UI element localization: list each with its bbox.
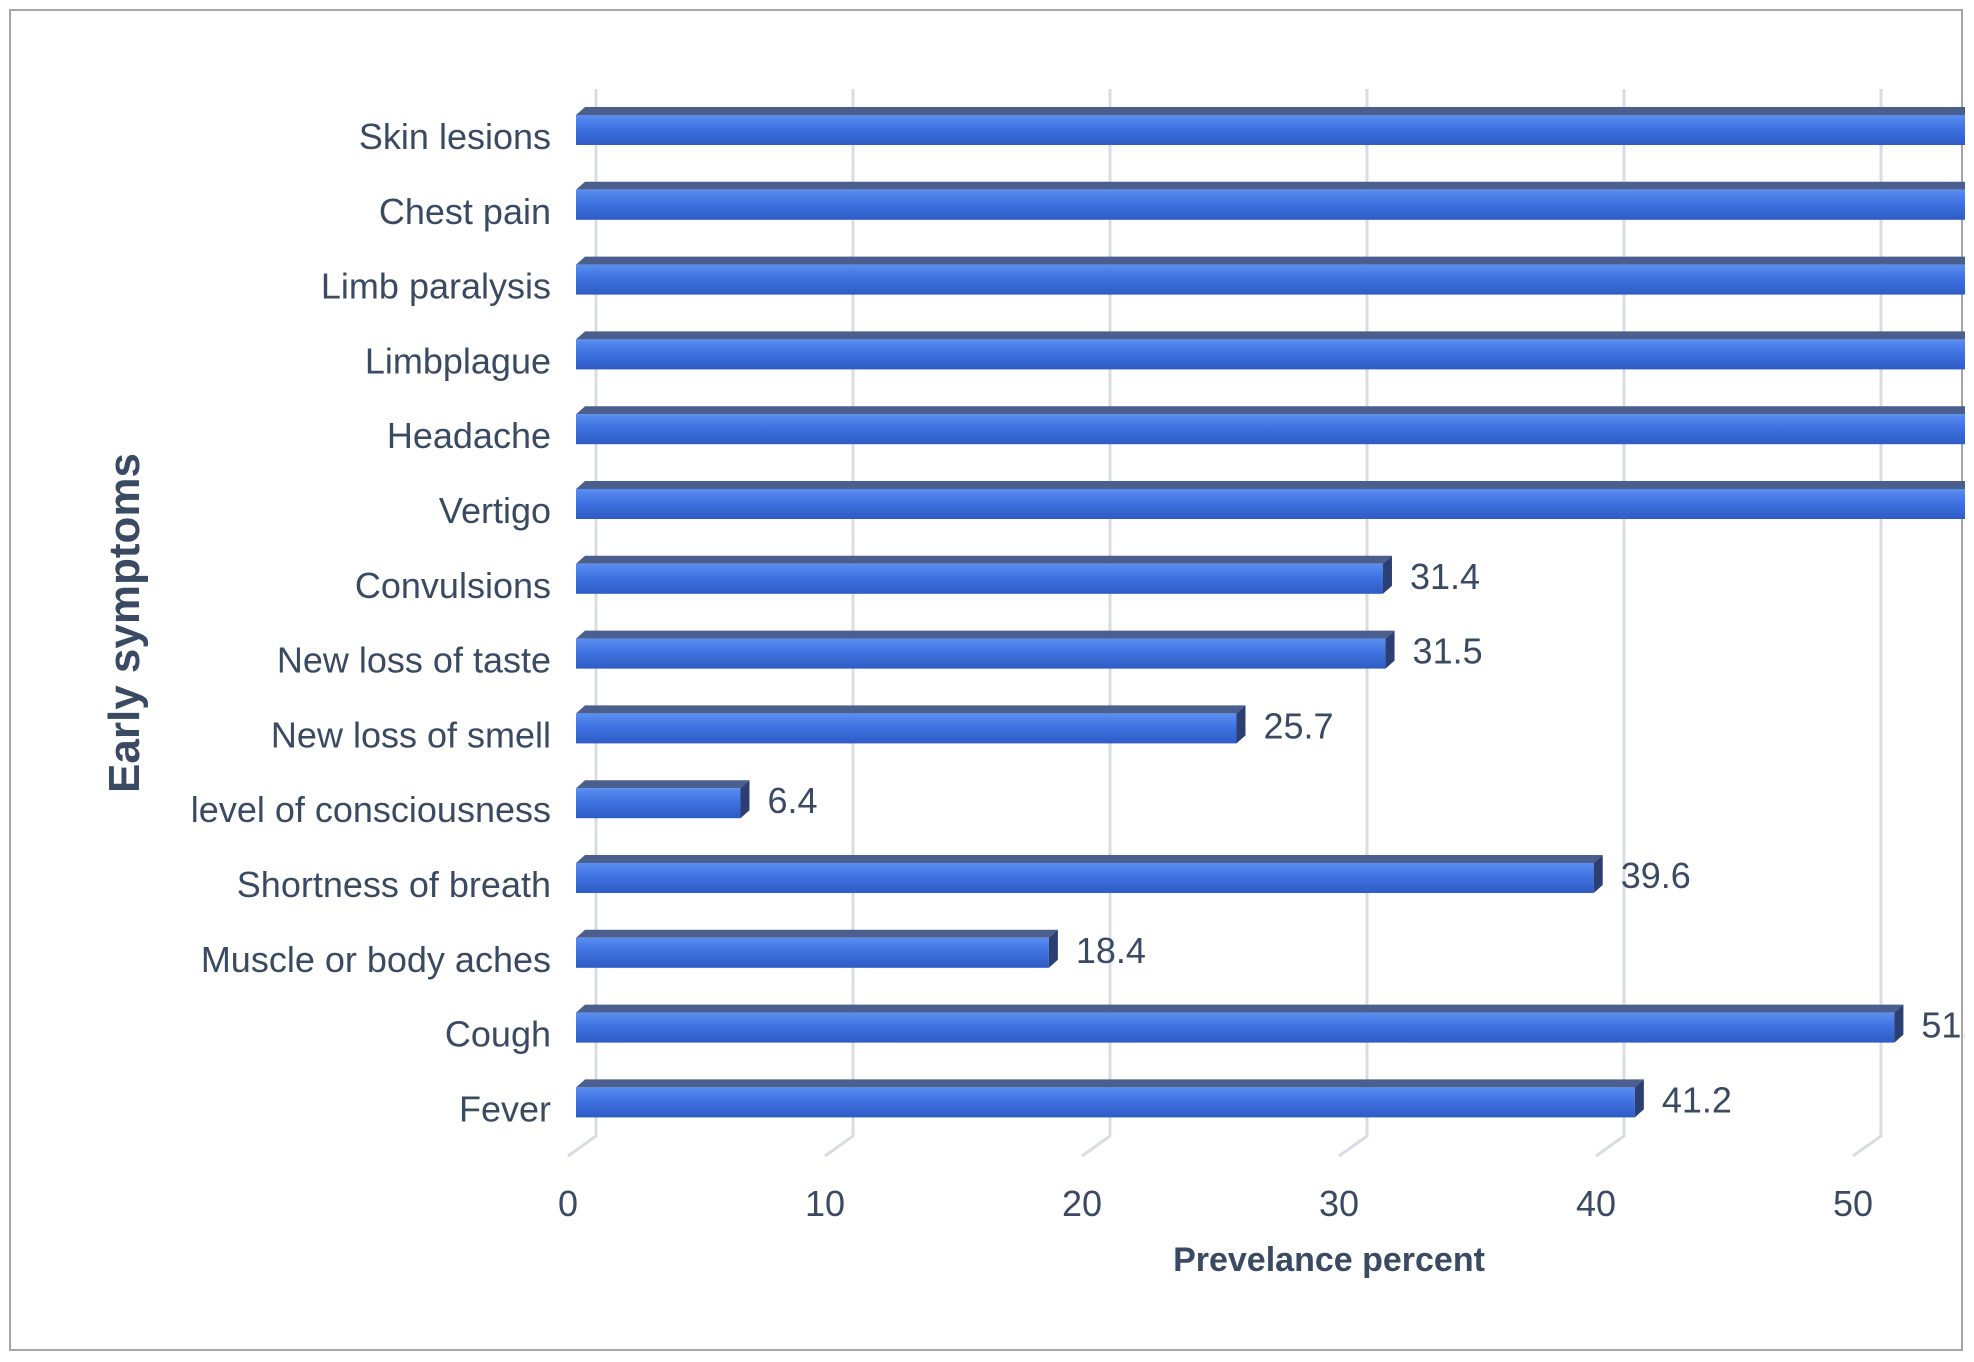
- gridline: [567, 89, 598, 1158]
- bar: [576, 705, 1246, 744]
- bar-front-face: [576, 638, 1386, 669]
- data-labels: 62.564.362.762.765.363.631.431.525.76.43…: [767, 556, 1965, 1121]
- bar: [576, 406, 1965, 445]
- bar-front-face: [576, 115, 1965, 145]
- x-axis-title: Prevelance percent: [1173, 1241, 1485, 1279]
- bar: [576, 181, 1965, 220]
- bar-front-face: [576, 414, 1965, 445]
- gridline: [1081, 89, 1112, 1158]
- gridline: [824, 89, 855, 1158]
- bar-top-face: [576, 929, 1058, 938]
- category-label: Skin lesions: [359, 116, 551, 157]
- bar-top-face: [576, 855, 1603, 863]
- bar-top-face: [576, 555, 1392, 564]
- category-label: Vertigo: [439, 490, 551, 531]
- x-tick-labels: 010203040506070: [558, 1183, 1873, 1224]
- bar-top-face: [576, 1079, 1644, 1088]
- category-label: Limb paralysis: [321, 266, 551, 307]
- bar-side-face: [1382, 555, 1392, 594]
- bar: [576, 929, 1058, 968]
- bar-front-face: [576, 189, 1965, 220]
- bar: [576, 555, 1392, 594]
- bar-side-face: [1048, 929, 1058, 968]
- bar-top-face: [576, 256, 1965, 265]
- bar-top-face: [576, 107, 1965, 115]
- bar-top-face: [576, 331, 1965, 340]
- data-label: 6.4: [767, 780, 817, 821]
- bar-side-face: [1236, 705, 1246, 744]
- y-axis-title: Early symptoms: [100, 453, 149, 793]
- bars: [576, 107, 1965, 1118]
- bar-side-face: [740, 780, 750, 819]
- bar-front-face: [576, 788, 741, 819]
- data-label: 25.7: [1263, 705, 1333, 746]
- bar-top-face: [576, 181, 1965, 190]
- x-tick-label: 40: [1576, 1183, 1616, 1224]
- bar-top-face: [576, 630, 1395, 639]
- bar-front-face: [576, 264, 1965, 295]
- bar-top-face: [576, 780, 750, 789]
- category-label: New loss of taste: [277, 640, 551, 681]
- bar-front-face: [576, 1012, 1895, 1043]
- category-label: Limbplague: [365, 340, 551, 381]
- category-label: Chest pain: [379, 191, 551, 232]
- chart-frame: Skin lesions Chest pain Limb paralysis Limb…: [9, 9, 1965, 1351]
- bar-front-face: [576, 489, 1965, 519]
- bar: [576, 855, 1603, 893]
- bar: [576, 107, 1965, 145]
- data-label: 31.5: [1413, 631, 1483, 672]
- gridlines: [567, 89, 1883, 1158]
- category-label: level of consciousness: [191, 789, 551, 830]
- bar-chart: Skin lesions Chest pain Limb paralysis Limb…: [100, 89, 1965, 1279]
- gridline: [1338, 89, 1369, 1158]
- bar: [576, 256, 1965, 295]
- data-label: 18.4: [1076, 930, 1146, 971]
- bar-side-face: [1894, 1004, 1904, 1043]
- x-tick-label: 20: [1062, 1183, 1102, 1224]
- bar-top-face: [576, 481, 1965, 489]
- data-label: 39.6: [1621, 855, 1691, 896]
- data-label: 41.2: [1662, 1079, 1732, 1120]
- x-tick-label: 30: [1319, 1183, 1359, 1224]
- bar-side-face: [1634, 1079, 1644, 1118]
- category-label: New loss of smell: [271, 714, 551, 755]
- category-label: Muscle or body aches: [201, 939, 551, 980]
- gridline: [1852, 89, 1883, 1158]
- category-label: Headache: [387, 415, 551, 456]
- gridline: [1595, 89, 1626, 1158]
- category-label: Fever: [459, 1088, 551, 1129]
- bar: [576, 1004, 1904, 1043]
- data-label: 31.4: [1410, 556, 1480, 597]
- bar-top-face: [576, 406, 1965, 415]
- category-label: Shortness of breath: [237, 864, 551, 905]
- x-tick-label: 0: [558, 1183, 578, 1224]
- bar-front-face: [576, 937, 1049, 968]
- x-tick-label: 10: [805, 1183, 845, 1224]
- bar-side-face: [1593, 855, 1603, 893]
- bar-front-face: [576, 1087, 1635, 1118]
- bar-front-face: [576, 713, 1237, 744]
- bar: [576, 331, 1965, 370]
- category-label: Cough: [445, 1014, 551, 1055]
- bar-front-face: [576, 339, 1965, 370]
- bar-front-face: [576, 563, 1383, 594]
- bar: [576, 481, 1965, 519]
- bar: [576, 780, 750, 819]
- bar-top-face: [576, 1004, 1904, 1013]
- x-tick-label: 50: [1833, 1183, 1873, 1224]
- bar-top-face: [576, 705, 1246, 714]
- bar: [576, 630, 1395, 669]
- data-label: 51.3: [1921, 1005, 1965, 1046]
- category-labels: Skin lesions Chest pain Limb paralysis Limb…: [191, 116, 551, 1129]
- category-label: Convulsions: [355, 565, 551, 606]
- bar-side-face: [1385, 630, 1395, 669]
- bar-front-face: [576, 863, 1594, 893]
- bar: [576, 1079, 1644, 1118]
